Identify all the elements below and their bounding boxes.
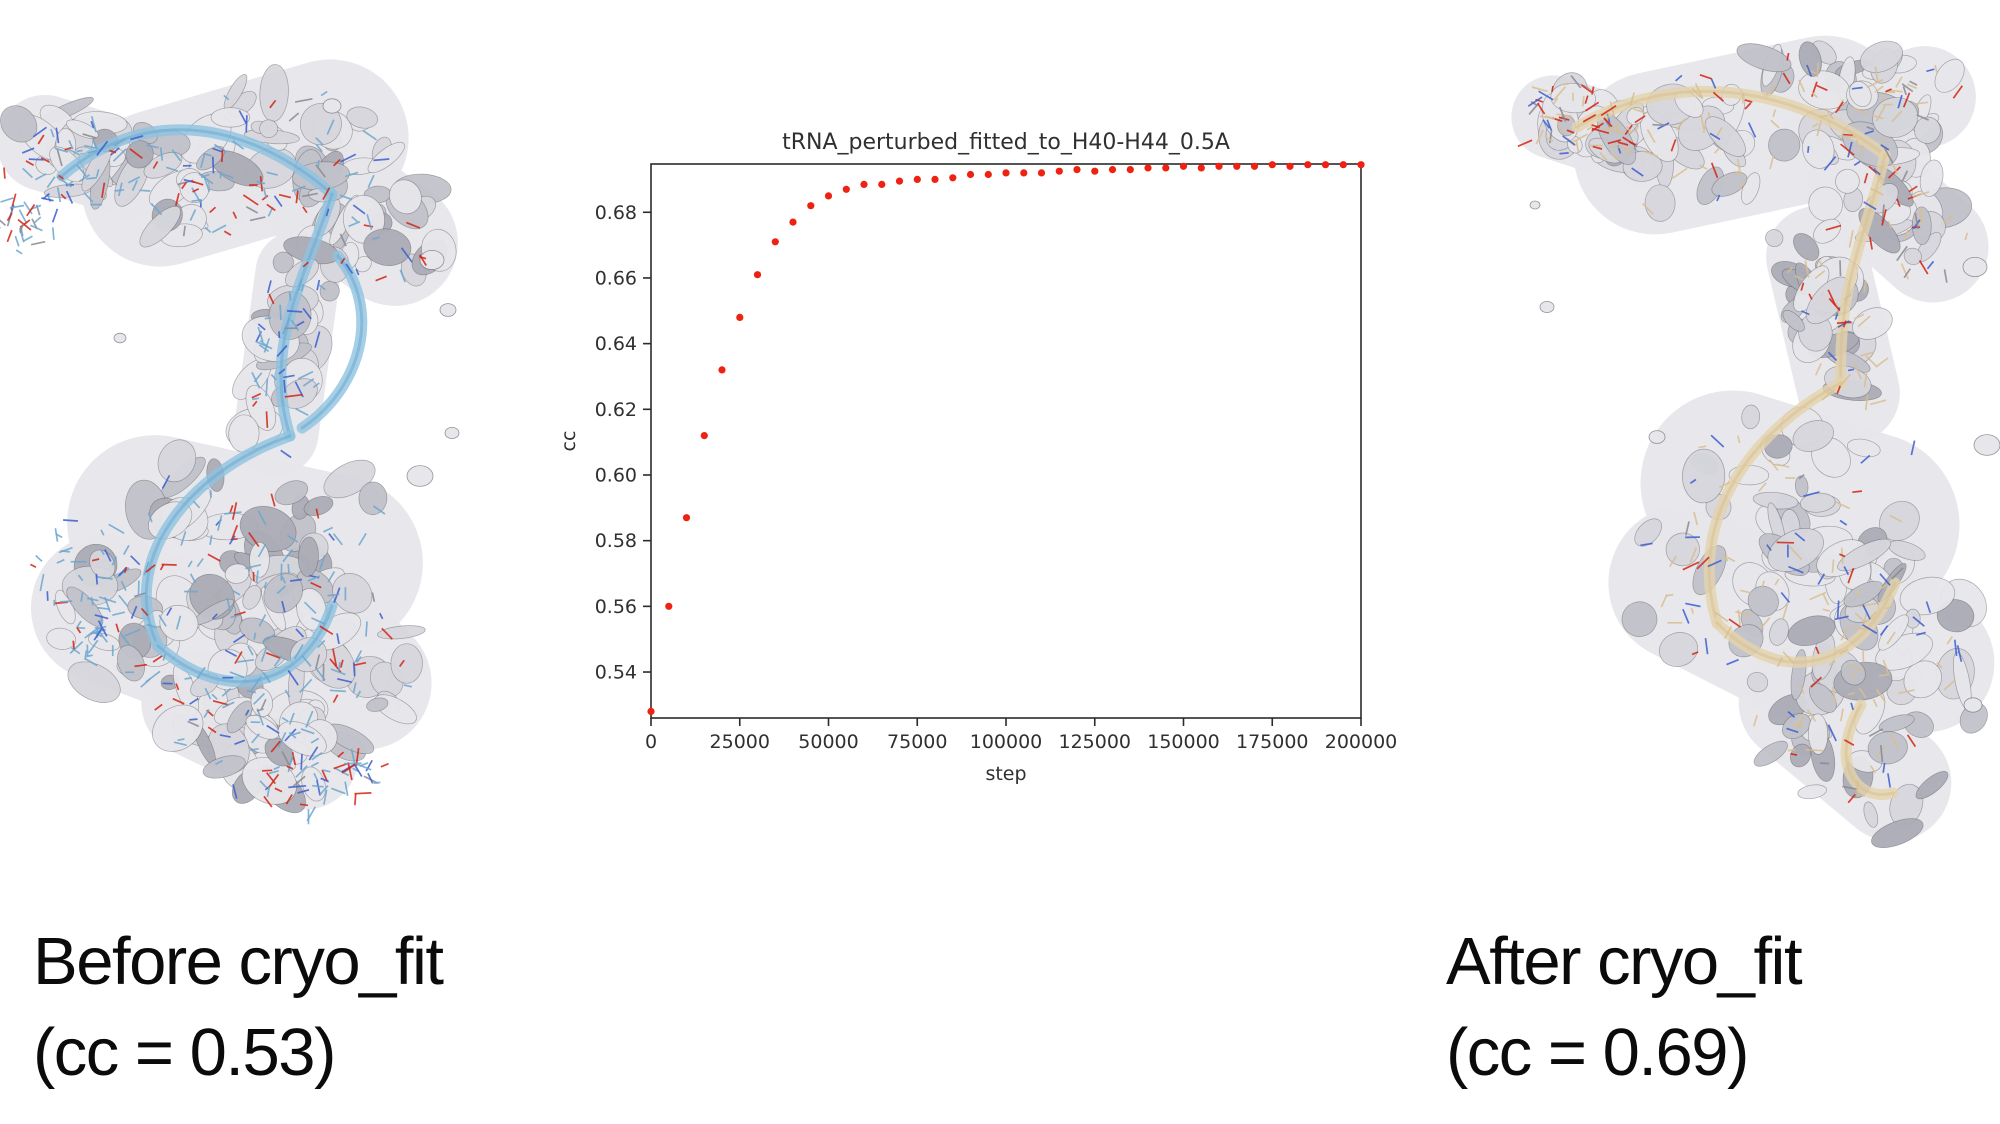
data-point [1073,166,1081,174]
data-point [1037,169,1046,177]
data-point [1179,162,1188,170]
data-point [824,192,833,200]
data-point [966,170,975,179]
data-point [931,175,939,183]
caption-before: Before cryo_fit (cc = 0.53) [33,916,444,1098]
x-tick-label: 50000 [798,731,858,753]
caption-before-line2: (cc = 0.53) [33,1015,336,1091]
x-tick-label: 100000 [970,731,1043,753]
data-point [789,218,797,226]
data-point [1020,169,1028,177]
data-point [647,707,655,716]
data-point [860,180,868,188]
data-point [1268,161,1276,169]
data-point [753,271,762,279]
caption-after-line1: After cryo_fit [1446,924,1803,999]
density-satellites [1529,200,2000,713]
x-axis-label: step [985,763,1026,785]
caption-after-line2: (cc = 0.69) [1446,1015,1749,1091]
y-tick-label: 0.62 [595,399,637,421]
y-tick-label: 0.68 [595,202,637,224]
x-tick-label: 150000 [1147,731,1220,753]
data-point [1357,161,1365,169]
data-point [1321,161,1330,169]
data-point [1108,166,1117,174]
y-tick-label: 0.64 [595,333,637,355]
data-point [1304,161,1312,169]
data-point [895,177,904,185]
data-point [984,170,992,179]
y-tick-label: 0.66 [595,267,637,289]
data-point [665,602,673,610]
data-point [736,313,744,321]
data-point [718,366,726,374]
data-point [842,185,850,193]
y-tick-label: 0.54 [595,662,637,684]
y-tick-label: 0.58 [595,530,637,552]
data-point [913,175,921,183]
x-tick-label: 0 [645,731,657,753]
y-tick-label: 0.60 [595,464,637,486]
data-point [700,432,708,440]
density-map-after-image [1511,35,2000,848]
data-point [1197,164,1205,172]
x-tick-label: 200000 [1325,731,1398,753]
data-point [1002,169,1010,177]
data-point [1126,166,1134,174]
model-sticks [1517,52,1969,804]
data-point [807,202,815,210]
data-point [1250,162,1259,170]
data-point [771,238,779,246]
x-tick-label: 125000 [1058,731,1131,753]
x-tick-label: 75000 [887,731,947,753]
data-point [1144,164,1152,172]
data-point [878,180,886,188]
axes: 0 25000 50000 75000 100000 125000 150000 175000… [595,163,1398,753]
data-point [949,174,957,182]
cc-vs-step-plot: 0 25000 50000 75000 100000 125000 150000 175000… [558,130,1398,785]
data-point [1339,161,1347,169]
chart-title: tRNA_perturbed_fitted_to_H40-H44_0.5A [782,130,1230,155]
caption-before-line1: Before cryo_fit [33,924,444,999]
data-point [1162,164,1170,172]
data-point [1215,162,1223,170]
data-point [1233,162,1241,170]
model-ribbon [56,124,368,688]
model-sticks [21,90,427,796]
x-tick-label: 25000 [710,731,770,753]
model-sticks-outside-density [1527,75,1617,147]
cc-vs-step-chart: 0 25000 50000 75000 100000 125000 150000 175000… [490,85,1450,785]
data-point [1091,167,1099,175]
data-point [1286,162,1294,170]
scatter-points [647,161,1365,716]
data-point [1055,167,1063,175]
plot-frame [650,163,1362,719]
caption-after: After cryo_fit (cc = 0.69) [1446,916,1803,1098]
data-point [682,514,691,522]
model-ribbon [1571,85,1901,800]
y-axis-label: cc [558,431,580,452]
density-map-before-image [0,59,460,825]
x-tick-label: 175000 [1236,731,1309,753]
y-tick-label: 0.56 [595,596,637,618]
model-sticks-outside-density [0,126,389,825]
